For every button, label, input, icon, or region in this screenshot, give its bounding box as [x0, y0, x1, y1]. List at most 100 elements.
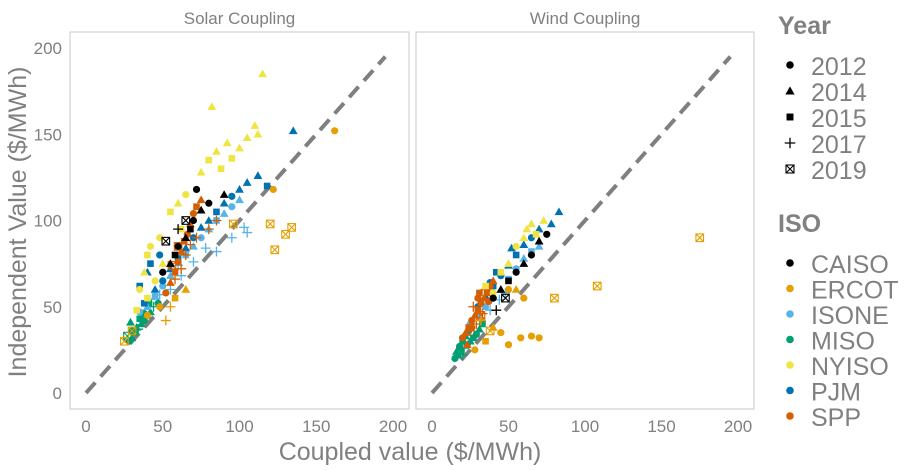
- data-point: [532, 231, 540, 238]
- data-point: [193, 203, 200, 210]
- data-point: [497, 268, 505, 276]
- data-point: [527, 251, 536, 259]
- data-point: [217, 165, 225, 173]
- data-point: [527, 219, 536, 228]
- data-point: [156, 303, 164, 311]
- data-point: [522, 224, 532, 233]
- data-point: [191, 232, 202, 243]
- data-point: [485, 326, 495, 336]
- data-point: [235, 195, 244, 204]
- identity-line: [84, 55, 387, 395]
- data-point: [242, 178, 252, 186]
- data-point: [166, 259, 175, 267]
- data-point: [235, 185, 244, 193]
- data-point: [474, 294, 482, 302]
- data-point: [127, 326, 137, 336]
- data-point: [235, 143, 244, 152]
- data-point: [173, 224, 184, 235]
- data-point: [471, 346, 479, 354]
- legend-marker: [786, 412, 794, 420]
- data-point: [136, 285, 144, 294]
- y-tick-label: 100: [34, 212, 62, 231]
- data-point: [228, 203, 236, 211]
- data-point: [519, 233, 529, 242]
- data-point: [482, 303, 489, 311]
- legend-marker: [786, 335, 794, 344]
- data-point: [250, 121, 260, 129]
- data-point: [166, 271, 175, 279]
- legend-label: ISONE: [811, 302, 889, 330]
- x-tick-label: 50: [153, 417, 172, 436]
- data-point: [219, 198, 229, 207]
- legend-item-year: 2012: [786, 53, 867, 81]
- data-point: [489, 294, 497, 302]
- data-point: [512, 268, 520, 276]
- y-tick-label: 200: [34, 39, 62, 58]
- data-point: [468, 301, 479, 312]
- data-point: [171, 251, 179, 259]
- data-point: [156, 251, 164, 259]
- data-point: [176, 247, 186, 255]
- data-point: [242, 227, 253, 238]
- legend-item-year: 2019: [785, 157, 867, 185]
- data-point: [166, 278, 175, 286]
- data-point: [253, 171, 263, 179]
- points: [451, 207, 705, 363]
- data-point: [159, 277, 167, 285]
- legend-label: 2014: [811, 79, 867, 107]
- data-point: [543, 230, 551, 238]
- data-point: [228, 192, 236, 200]
- data-point: [288, 126, 298, 135]
- data-point: [212, 147, 221, 155]
- data-point: [461, 328, 471, 336]
- data-point: [482, 337, 489, 345]
- y-tick-label: 50: [43, 298, 62, 317]
- data-point: [187, 225, 194, 233]
- legend-iso-title: ISO: [778, 210, 821, 238]
- data-point: [126, 317, 135, 326]
- data-point: [165, 284, 176, 295]
- x-tick-label: 150: [302, 417, 330, 436]
- data-point: [476, 289, 483, 297]
- data-point: [475, 324, 484, 333]
- x-tick-label: 100: [571, 417, 599, 436]
- data-point: [189, 210, 198, 218]
- data-point: [160, 315, 171, 326]
- data-point: [219, 209, 229, 217]
- data-point: [517, 334, 525, 342]
- data-point: [174, 242, 182, 250]
- data-point: [196, 195, 206, 204]
- data-point: [151, 293, 159, 300]
- data-point: [483, 289, 491, 297]
- legend-label: 2019: [811, 157, 867, 185]
- legend-label: NYISO: [811, 353, 889, 381]
- legend-label: 2017: [811, 131, 867, 159]
- data-point: [520, 294, 528, 302]
- data-point: [501, 293, 510, 303]
- data-point: [550, 293, 559, 303]
- data-point: [482, 282, 489, 290]
- data-point: [488, 276, 498, 285]
- data-point: [188, 256, 199, 267]
- x-tick-label: 150: [647, 417, 675, 436]
- data-point: [196, 205, 206, 214]
- x-tick-label: 50: [499, 417, 518, 436]
- legend-marker: [786, 361, 794, 369]
- identity-line: [430, 55, 732, 395]
- data-point: [535, 334, 543, 342]
- data-point: [143, 311, 151, 319]
- data-point: [181, 285, 191, 293]
- data-point: [239, 222, 250, 233]
- legend-marker: [786, 284, 794, 293]
- data-point: [213, 208, 220, 216]
- data-point: [534, 236, 544, 245]
- data-point: [173, 198, 183, 207]
- data-point: [462, 340, 472, 348]
- data-point: [170, 274, 181, 285]
- data-point: [196, 167, 206, 176]
- legend-label: CAISO: [811, 251, 889, 279]
- data-point: [133, 306, 140, 314]
- data-point: [181, 243, 191, 252]
- legend-label: SPP: [811, 404, 861, 432]
